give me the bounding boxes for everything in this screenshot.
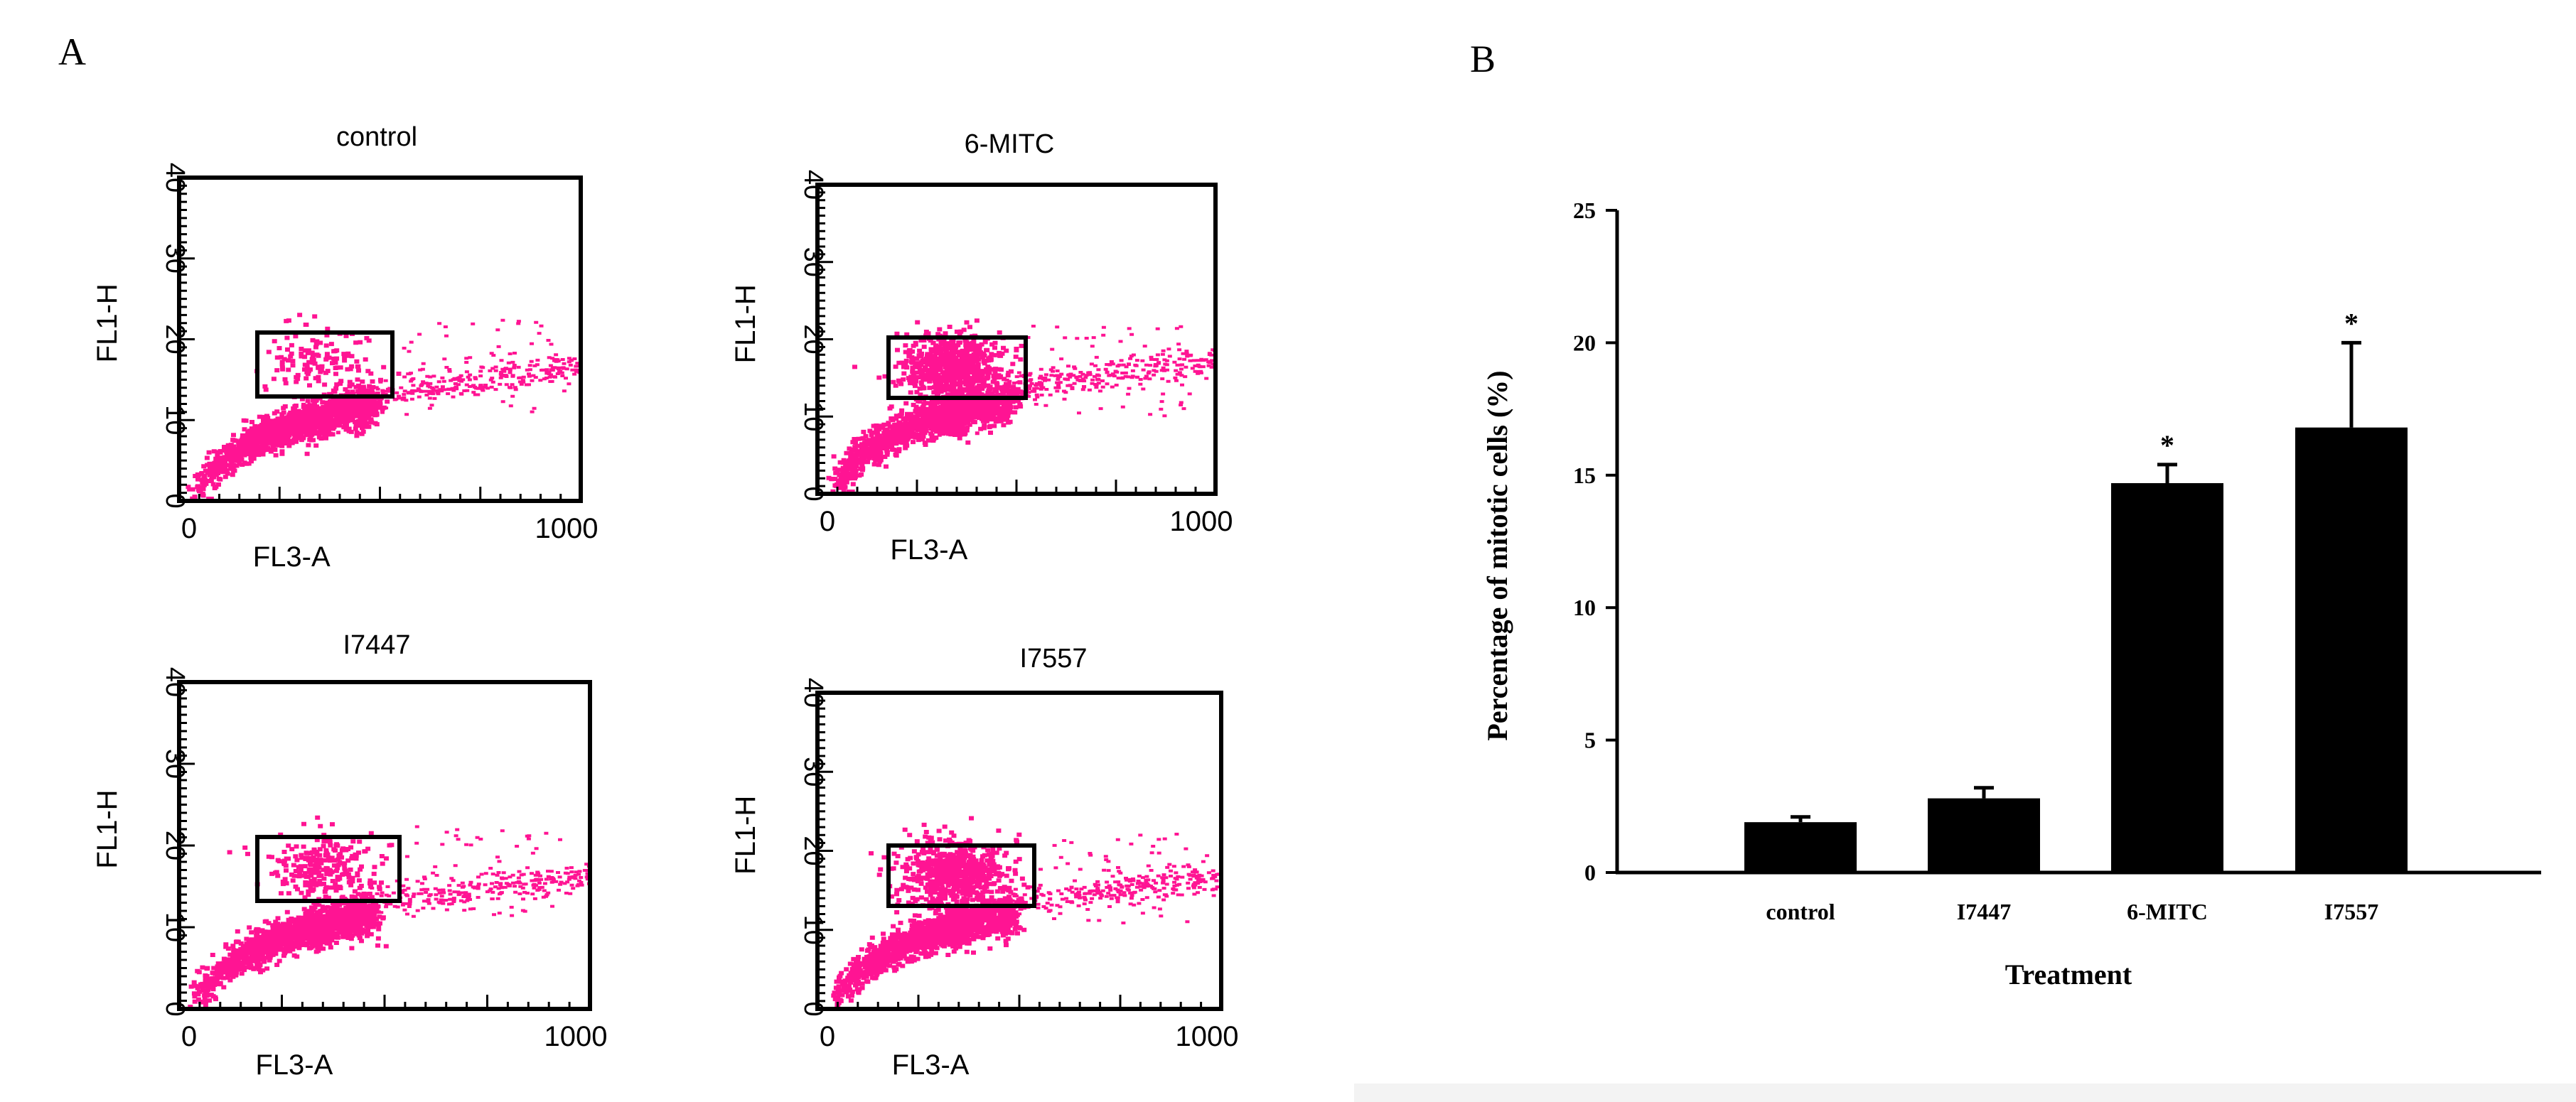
flow-event-dots — [831, 816, 1221, 1009]
flow-gate-box — [886, 335, 1028, 400]
flow-y-tick-label: 0 — [798, 1001, 828, 1016]
flow-x-tick-label: 1000 — [1176, 1021, 1239, 1052]
flow-x-tick-label: 1000 — [1170, 506, 1233, 537]
flow-plot-title-i7557: I7557 — [1019, 644, 1088, 674]
flow-y-tick-label: 30 — [798, 247, 828, 277]
flow-dots — [831, 816, 1221, 1009]
bar-chart-bars: control I7447 * 6-MITC * I7557 — [1744, 307, 2408, 924]
flow-dots — [186, 313, 582, 501]
flow-x-tick-label: 0 — [820, 1021, 835, 1052]
flow-plot-i7557: 0 10 20 30 40 0 1000 FL3-A FL1-H — [730, 678, 1238, 1081]
significance-marker: * — [2160, 429, 2174, 461]
flow-y-tick-label: 30 — [160, 244, 190, 274]
bar-category-label: I7447 — [1957, 899, 2011, 924]
bar-category-label: 6-MITC — [2127, 899, 2208, 924]
bar-category-label: I7557 — [2324, 899, 2378, 924]
flow-y-axis-label: FL1-H — [92, 789, 123, 868]
flow-plot-area: 0 10 20 30 40 0 1000 FL3-A FL1-H — [730, 678, 1238, 1081]
flow-x-tick-label: 0 — [181, 1021, 197, 1052]
flow-plot-title-i7447: I7447 — [343, 630, 411, 660]
bar-category-label: control — [1766, 899, 1835, 924]
flow-y-tick-label: 20 — [160, 831, 190, 860]
bar-y-tick-label: 10 — [1573, 595, 1596, 620]
significance-marker: * — [2344, 307, 2358, 339]
flow-y-tick-label: 0 — [160, 493, 190, 508]
flow-plot-area: 0 10 20 30 40 0 1000 FL3-A FL1-H — [92, 163, 598, 573]
flow-x-axis-label: FL3-A — [890, 534, 967, 566]
flow-y-tick-label: 0 — [798, 486, 828, 501]
flow-plot-title-control: control — [336, 122, 418, 152]
flow-y-axis-label: FL1-H — [730, 796, 761, 875]
bar-control — [1744, 822, 1857, 873]
panel-b-label: B — [1470, 38, 1496, 80]
bar-chart-y-axis-label: Percentage of mitotic cells (%) — [1481, 370, 1513, 740]
flow-dots — [826, 318, 1217, 494]
flow-y-tick-label: 40 — [160, 163, 190, 193]
flow-y-tick-label: 40 — [160, 667, 190, 697]
panel-a-label: A — [58, 31, 86, 73]
flow-gate-box — [255, 835, 402, 903]
flow-x-tick-label: 1000 — [544, 1021, 608, 1052]
flow-y-axis-label: FL1-H — [92, 283, 123, 362]
flow-event-dots — [826, 318, 1217, 494]
flow-x-tick-label: 0 — [181, 513, 197, 544]
flow-event-dots — [186, 313, 582, 501]
bar-y-tick-label: 20 — [1573, 330, 1596, 355]
flow-y-tick-label: 20 — [798, 836, 828, 865]
bar-y-tick-label: 25 — [1573, 198, 1596, 223]
flow-x-axis-label: FL3-A — [255, 1049, 333, 1081]
flow-x-axis-label: FL3-A — [253, 541, 331, 573]
flow-x-tick-label: 1000 — [535, 513, 599, 544]
flow-gate-box — [255, 330, 395, 399]
flow-plot-area: 0 10 20 30 40 0 1000 FL3-A FL1-H — [92, 667, 607, 1081]
flow-x-tick-label: 0 — [820, 506, 835, 537]
bar-i7557 — [2295, 427, 2408, 873]
flow-x-axis-label: FL3-A — [892, 1049, 970, 1081]
flow-y-tick-label: 20 — [798, 324, 828, 354]
flow-y-tick-label: 30 — [798, 757, 828, 787]
bar-chart-x-axis-label: Treatment — [2005, 958, 2132, 990]
flow-y-tick-label: 20 — [160, 324, 190, 354]
flow-y-axis-label: FL1-H — [730, 284, 761, 363]
bar-6-mitc — [2111, 482, 2223, 873]
flow-plot-i7447: 0 10 20 30 40 0 1000 FL3-A FL1-H — [92, 667, 607, 1081]
flow-y-tick-label: 10 — [798, 915, 828, 945]
flow-y-tick-label: 30 — [160, 749, 190, 779]
bar-chart-axes: 0 5 10 15 20 25 — [1573, 198, 2541, 885]
bar-i7447 — [1928, 798, 2040, 873]
bar-y-tick-label: 5 — [1584, 728, 1596, 753]
bar-y-tick-label: 0 — [1584, 860, 1596, 885]
flow-y-tick-label: 10 — [160, 405, 190, 435]
flow-y-tick-label: 40 — [798, 678, 828, 708]
flow-plot-control: 0 10 20 30 40 0 1000 FL3-A FL1-H — [92, 163, 598, 573]
flow-plot-area: 0 10 20 30 40 0 1000 FL3-A FL1-H — [730, 170, 1233, 566]
flow-y-tick-label: 10 — [160, 912, 190, 942]
bar-y-tick-label: 15 — [1573, 463, 1596, 488]
footer-strip — [1354, 1084, 2576, 1102]
flow-plot-title-6-mitc: 6-MITC — [964, 129, 1055, 159]
flow-gate-box — [886, 843, 1036, 908]
flow-y-tick-label: 40 — [798, 170, 828, 200]
flow-y-tick-label: 0 — [160, 1001, 190, 1016]
flow-y-tick-label: 10 — [798, 401, 828, 431]
flow-plot-6-mitc: 0 10 20 30 40 0 1000 FL3-A FL1-H — [730, 170, 1233, 566]
